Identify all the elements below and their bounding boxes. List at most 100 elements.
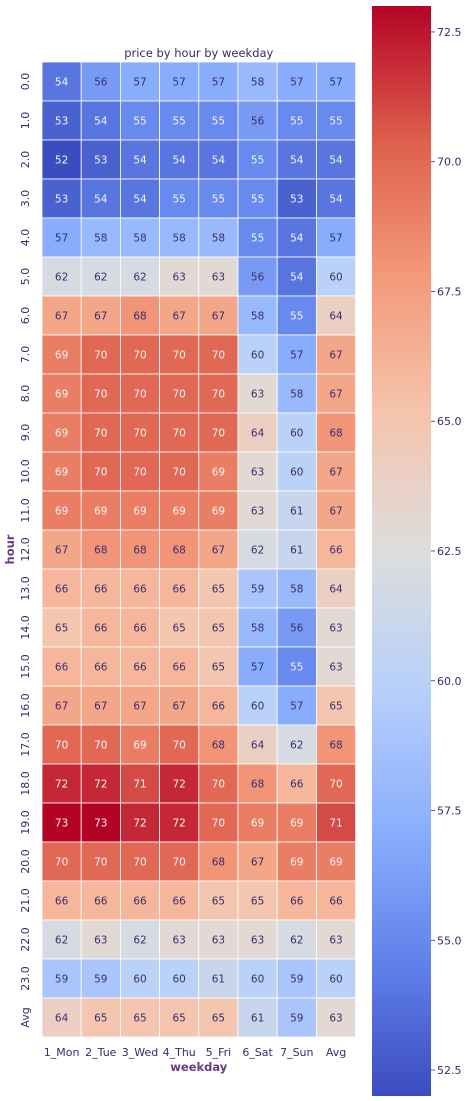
heatmap-cell <box>80 139 121 180</box>
heatmap-cell <box>120 919 161 960</box>
cell-value-label: 70 <box>173 857 186 869</box>
y-tick-label: 8.0 <box>19 385 32 403</box>
heatmap-cell <box>237 997 278 1038</box>
cell-value-label: 56 <box>251 272 265 284</box>
heatmap-cell <box>315 139 356 180</box>
heatmap-cell <box>80 919 121 960</box>
cell-value-label: 70 <box>55 857 68 869</box>
cell-value-label: 57 <box>290 350 303 362</box>
x-tick-label: 7_Sun <box>280 1046 313 1059</box>
cell-value-label: 58 <box>290 584 303 596</box>
cell-value-label: 65 <box>133 1013 146 1025</box>
heatmap-cell <box>315 763 356 804</box>
cell-value-label: 72 <box>173 779 186 791</box>
colorbar-tick-label: 57.5 <box>437 805 462 818</box>
cell-value-label: 69 <box>212 506 225 518</box>
heatmap-cell <box>120 997 161 1038</box>
cell-value-label: 56 <box>251 116 265 128</box>
heatmap-cell <box>80 256 121 297</box>
cell-value-label: 60 <box>251 974 264 986</box>
cell-value-label: 69 <box>55 428 68 440</box>
heatmap-cell <box>41 412 82 453</box>
cell-value-label: 69 <box>55 506 68 518</box>
cell-value-label: 66 <box>173 896 187 908</box>
cell-value-label: 70 <box>212 389 225 401</box>
heatmap-cell <box>159 568 200 609</box>
cell-value-label: 71 <box>133 779 146 791</box>
cell-value-label: 67 <box>212 545 225 557</box>
heatmap-cell <box>237 100 278 141</box>
heatmap-cell <box>120 334 161 375</box>
cell-value-label: 65 <box>173 623 186 635</box>
cell-value-label: 66 <box>94 623 108 635</box>
heatmap-cell <box>198 256 239 297</box>
cell-value-label: 63 <box>251 935 264 947</box>
cell-value-label: 65 <box>212 623 225 635</box>
x-tick-label: 2_Tue <box>85 1046 117 1059</box>
heatmap-cell <box>41 61 82 102</box>
cell-value-label: 70 <box>133 857 146 869</box>
heatmap-cell <box>159 412 200 453</box>
heatmap-cell <box>198 763 239 804</box>
cell-value-label: 67 <box>329 350 342 362</box>
cell-value-label: 68 <box>173 545 186 557</box>
y-tick-label: 11.0 <box>19 498 32 523</box>
heatmap-cell <box>159 607 200 648</box>
heatmap-cell <box>120 568 161 609</box>
cell-value-label: 65 <box>173 1013 186 1025</box>
cell-value-label: 66 <box>133 662 147 674</box>
cell-value-label: 72 <box>173 818 186 830</box>
cell-value-label: 57 <box>329 233 342 245</box>
heatmap-cell <box>276 646 317 687</box>
cell-value-label: 66 <box>290 896 304 908</box>
cell-value-label: 55 <box>290 662 303 674</box>
cell-value-label: 66 <box>133 896 147 908</box>
cell-value-label: 67 <box>173 701 186 713</box>
heatmap-cell <box>159 802 200 843</box>
colorbar-tick-label: 70.0 <box>437 156 462 169</box>
cell-value-label: 54 <box>55 77 69 89</box>
heatmap-cell <box>41 763 82 804</box>
cell-value-label: 66 <box>133 584 147 596</box>
heatmap-cell <box>159 763 200 804</box>
heatmap-cell <box>120 178 161 219</box>
heatmap-cell <box>315 451 356 492</box>
heatmap-cell <box>120 763 161 804</box>
cell-value-label: 57 <box>173 77 186 89</box>
y-tick-label: 17.0 <box>19 732 32 757</box>
heatmap-cell <box>120 373 161 414</box>
heatmap-cell <box>315 607 356 648</box>
cell-value-label: 54 <box>133 194 147 206</box>
cell-value-label: 58 <box>251 77 264 89</box>
heatmap-cell <box>198 334 239 375</box>
cell-value-label: 55 <box>212 116 225 128</box>
cell-value-label: 61 <box>290 545 303 557</box>
y-tick-label: 2.0 <box>19 151 32 169</box>
heatmap-cell <box>80 646 121 687</box>
cell-value-label: 64 <box>329 311 343 323</box>
heatmap-cell <box>80 997 121 1038</box>
cell-value-label: 68 <box>251 779 264 791</box>
cell-value-label: 69 <box>94 506 107 518</box>
cell-value-label: 58 <box>251 623 264 635</box>
cell-value-label: 72 <box>55 779 68 791</box>
heatmap-cell <box>41 997 82 1038</box>
y-tick-label: 4.0 <box>19 229 32 247</box>
heatmap-cell <box>315 529 356 570</box>
y-tick-label: 3.0 <box>19 190 32 208</box>
cell-value-label: 53 <box>94 155 107 167</box>
heatmap-cell <box>276 139 317 180</box>
y-tick-label: 22.0 <box>19 927 32 952</box>
heatmap-cell <box>120 529 161 570</box>
heatmap-cell <box>315 373 356 414</box>
heatmap-cell <box>276 763 317 804</box>
cell-value-label: 62 <box>55 935 68 947</box>
colorbar-tick-label: 52.5 <box>437 1064 462 1077</box>
cell-value-label: 54 <box>290 233 304 245</box>
heatmap-cell <box>237 841 278 882</box>
heatmap-cell <box>237 568 278 609</box>
heatmap-cell <box>120 841 161 882</box>
cell-value-label: 57 <box>290 77 303 89</box>
cell-value-label: 70 <box>94 467 107 479</box>
cell-value-label: 55 <box>212 194 225 206</box>
